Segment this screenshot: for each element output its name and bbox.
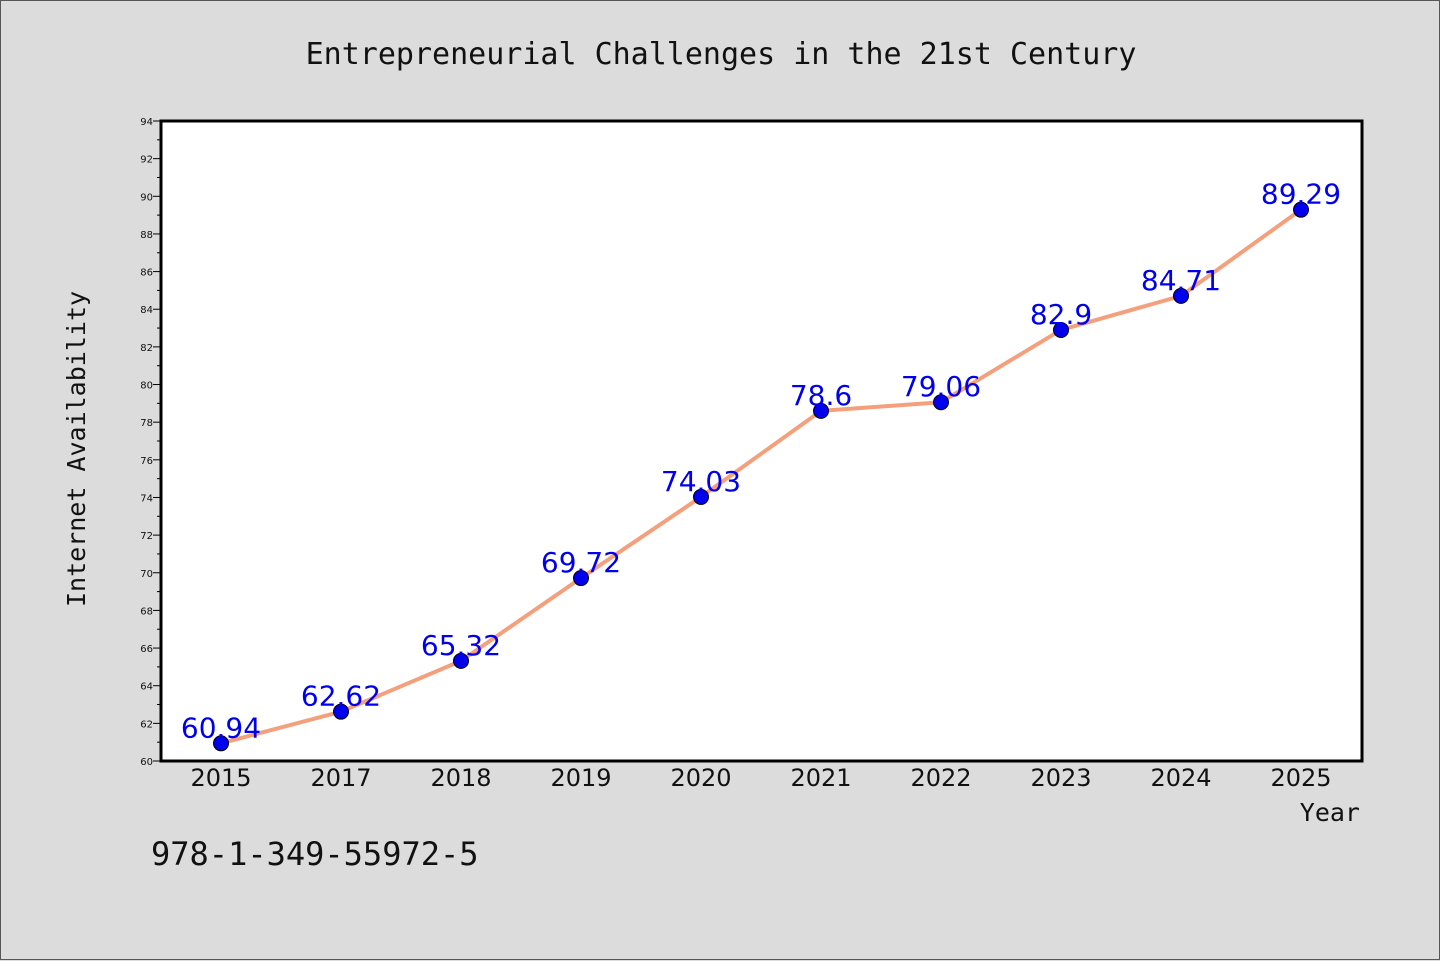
y-tick-label: 90	[140, 192, 153, 203]
data-label: 74.03	[661, 465, 741, 498]
data-point	[213, 735, 229, 752]
x-axis: 2015 2017 2018 2019 2020 2021 2022 2023 2024 2025	[190, 764, 1331, 792]
y-tick-label: 68	[140, 606, 153, 617]
y-tick-label: 92	[140, 155, 153, 166]
data-point	[453, 652, 469, 669]
data-point	[693, 488, 709, 505]
data-label: 84.71	[1141, 264, 1221, 297]
x-tick-label: 2022	[910, 764, 971, 792]
plot-area	[159, 119, 1364, 763]
data-point	[333, 703, 349, 720]
data-point	[1053, 321, 1069, 338]
data-label: 69.72	[541, 546, 621, 579]
isbn-annotation: 978-1-349-55972-5	[151, 835, 479, 873]
data-label: 62.62	[301, 680, 381, 713]
y-tick-label: 82	[140, 343, 153, 354]
x-tick-label: 2024	[1150, 764, 1211, 792]
data-point	[573, 570, 589, 587]
y-tick-label: 88	[140, 230, 153, 241]
y-tick-label: 84	[140, 305, 153, 316]
x-tick-label: 2025	[1270, 764, 1331, 792]
data-point	[1293, 201, 1309, 218]
y-tick-label: 72	[140, 531, 153, 542]
y-axis: 60 62 64 66 68 70 72 74 76 78 80 82 84 86 88 90 92 94	[140, 117, 161, 768]
data-label: 60.94	[181, 711, 261, 744]
x-tick-label: 2018	[430, 764, 491, 792]
y-tick-label: 74	[140, 493, 153, 504]
y-tick-label: 66	[140, 644, 153, 655]
x-tick-label: 2015	[190, 764, 251, 792]
series-layer: 60.94 62.62 65.32 69.72 74.03 78.6 79.06 82.9 84…	[181, 178, 1341, 752]
data-point	[933, 394, 949, 411]
y-tick-label: 60	[140, 757, 153, 768]
y-tick-label: 86	[140, 268, 153, 279]
x-axis-label: Year	[1300, 798, 1360, 827]
y-tick-label: 64	[140, 682, 153, 693]
y-axis-label: Internet Availability	[62, 291, 91, 607]
x-tick-label: 2020	[670, 764, 731, 792]
x-tick-label: 2021	[790, 764, 851, 792]
y-tick-label: 80	[140, 381, 153, 392]
x-tick-label: 2019	[550, 764, 611, 792]
data-label: 82.9	[1030, 298, 1092, 331]
data-point	[1173, 287, 1189, 304]
data-point	[813, 402, 829, 419]
data-label: 89.29	[1261, 178, 1341, 211]
data-label: 78.6	[790, 379, 852, 412]
x-tick-label: 2017	[310, 764, 371, 792]
data-label: 65.32	[421, 629, 501, 662]
x-tick-label: 2023	[1030, 764, 1091, 792]
chart-title: Entrepreneurial Challenges in the 21st C…	[306, 37, 1137, 72]
data-label: 79.06	[901, 370, 981, 403]
y-tick-label: 78	[140, 418, 153, 429]
y-tick-label: 70	[140, 569, 153, 580]
series-line	[219, 207, 1303, 746]
y-tick-label: 76	[140, 456, 153, 467]
y-tick-label: 62	[140, 719, 153, 730]
y-tick-label: 94	[140, 117, 153, 128]
